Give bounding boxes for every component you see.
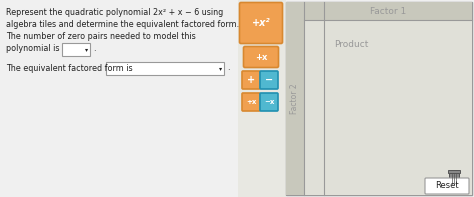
- FancyBboxPatch shape: [260, 93, 278, 111]
- Text: ▾: ▾: [219, 66, 223, 71]
- Text: Product: Product: [334, 40, 368, 49]
- FancyBboxPatch shape: [260, 71, 278, 89]
- FancyBboxPatch shape: [242, 71, 260, 89]
- Text: Reset: Reset: [435, 181, 459, 190]
- Text: Factor 1: Factor 1: [370, 7, 406, 16]
- Text: .: .: [227, 63, 229, 72]
- Bar: [238, 0, 286, 197]
- Bar: [304, 2, 472, 20]
- FancyBboxPatch shape: [244, 46, 279, 68]
- Text: +: +: [247, 75, 255, 85]
- Text: −x: −x: [264, 99, 274, 105]
- FancyBboxPatch shape: [425, 178, 469, 194]
- Text: +x²: +x²: [252, 18, 270, 28]
- Text: +x: +x: [246, 99, 256, 105]
- Text: ▾: ▾: [85, 47, 89, 52]
- Text: The number of zero pairs needed to model this: The number of zero pairs needed to model…: [6, 32, 196, 41]
- Bar: [304, 2, 472, 195]
- Text: Represent the quadratic polynomial 2x² + x − 6 using: Represent the quadratic polynomial 2x² +…: [6, 8, 223, 17]
- Text: −: −: [265, 75, 273, 85]
- Text: .: .: [93, 44, 95, 53]
- Text: +x: +x: [255, 52, 267, 61]
- Bar: [286, 2, 472, 195]
- FancyBboxPatch shape: [242, 93, 260, 111]
- Bar: [62, 43, 90, 56]
- Text: polynomial is: polynomial is: [6, 44, 60, 53]
- Text: The equivalent factored form is: The equivalent factored form is: [6, 64, 133, 73]
- Bar: [449, 173, 459, 185]
- Text: algebra tiles and determine the equivalent factored form.: algebra tiles and determine the equivale…: [6, 20, 239, 29]
- Bar: [286, 2, 304, 195]
- FancyBboxPatch shape: [239, 3, 283, 44]
- Bar: [106, 62, 224, 75]
- Bar: [448, 170, 460, 173]
- Text: Factor 2: Factor 2: [291, 83, 300, 114]
